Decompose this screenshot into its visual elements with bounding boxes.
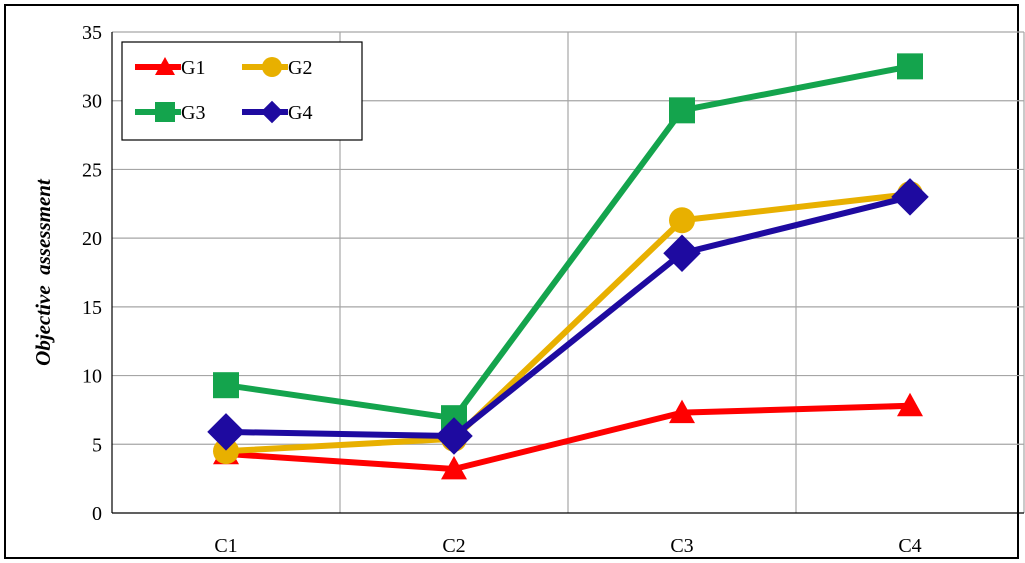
legend-marker-g1 [155, 57, 175, 75]
x-tick-label: C3 [670, 535, 693, 557]
legend-label-g1: G1 [181, 57, 205, 79]
y-axis-title: Objective assessment [31, 178, 55, 366]
legend-marker-g4 [260, 100, 284, 124]
data-point-g3 [669, 97, 695, 124]
series-line-g1 [225, 402, 911, 473]
legend: G1 G2 G3 G4 [121, 41, 363, 141]
x-tick-label: C4 [898, 535, 921, 557]
y-tick-label: 10 [82, 366, 102, 388]
x-tick-label: C1 [214, 535, 237, 557]
data-point-g1 [441, 456, 467, 480]
data-point-g1 [669, 399, 695, 424]
y-tick-label: 5 [92, 434, 102, 456]
data-point-g1 [897, 392, 923, 417]
legend-marker-g2 [262, 57, 282, 77]
y-tick-label: 20 [82, 228, 102, 250]
data-point-g4 [891, 178, 929, 216]
legend-marker-g3 [155, 102, 175, 122]
y-tick-label: 15 [82, 297, 102, 319]
y-tick-label: 25 [82, 159, 102, 181]
data-point-g4 [207, 413, 245, 451]
series-line-g3 [225, 63, 911, 422]
legend-label-g3: G3 [181, 102, 205, 124]
series-line-g2 [225, 191, 911, 455]
data-point-g4 [435, 417, 473, 455]
legend-box [121, 41, 363, 141]
legend-label-g2: G2 [288, 57, 312, 79]
data-point-g3 [897, 53, 923, 80]
y-tick-label: 30 [82, 91, 102, 113]
y-tick-label: 0 [92, 503, 102, 525]
y-tick-label: 35 [82, 22, 102, 44]
series-line-g4 [225, 194, 911, 440]
data-point-g4 [663, 234, 701, 273]
x-tick-label: C2 [442, 535, 465, 557]
data-point-g2 [213, 438, 239, 465]
legend-label-g4: G4 [288, 102, 312, 124]
data-point-g2 [669, 207, 695, 234]
data-point-g3 [213, 372, 239, 399]
